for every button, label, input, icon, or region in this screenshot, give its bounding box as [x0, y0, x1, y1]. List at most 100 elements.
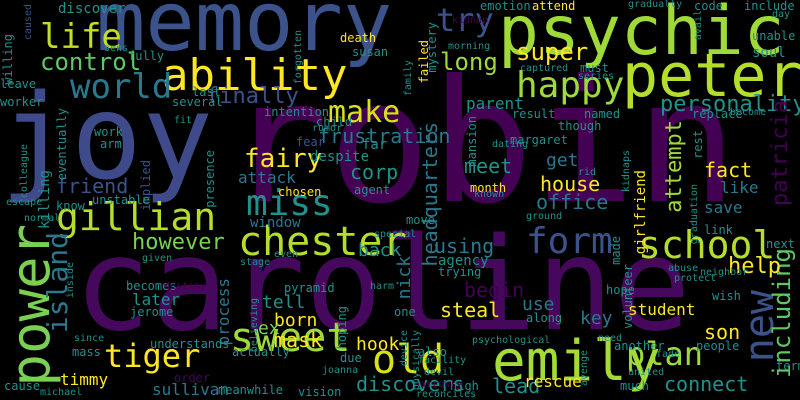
- word-jerome: jerome: [130, 305, 174, 319]
- word-psychic: psychic: [498, 0, 785, 71]
- word-devil: devil: [424, 367, 455, 378]
- word-know: know: [56, 199, 85, 213]
- word-mansion: mansion: [465, 116, 479, 167]
- word-however: however: [132, 230, 225, 255]
- word-timmy: timmy: [60, 370, 109, 389]
- word-far: far: [362, 137, 388, 153]
- word-also: also: [418, 345, 447, 359]
- word-born: born: [274, 310, 318, 331]
- word-fully: fully: [128, 49, 165, 63]
- word-later: later: [132, 290, 181, 309]
- word-control: control: [40, 48, 142, 76]
- word-avenge: avenge: [579, 350, 590, 387]
- word-parent: parent: [466, 94, 524, 113]
- word-fade: fade: [656, 349, 681, 360]
- word-soul: soul: [752, 45, 786, 61]
- word-try: try: [436, 1, 494, 39]
- word-connect: connect: [664, 372, 749, 396]
- word-michael: michael: [40, 387, 83, 398]
- word-using: using: [434, 234, 495, 258]
- word-margaret: margaret: [510, 133, 568, 147]
- word-lead: lead: [492, 374, 541, 398]
- word-ground: ground: [526, 211, 563, 222]
- word-susan: susan: [352, 45, 389, 59]
- word-mask: mask: [274, 328, 323, 352]
- word-rescue: rescue: [524, 372, 582, 391]
- word-made: made: [609, 236, 623, 265]
- word-discover: discover: [58, 1, 126, 17]
- word-emotion: emotion: [480, 0, 531, 13]
- word-inside: inside: [65, 262, 76, 299]
- word-girlfriend: girlfriend: [633, 170, 649, 255]
- word-tiger: tiger: [104, 337, 201, 375]
- word-move: move: [406, 213, 435, 227]
- word-hope: hope: [606, 283, 635, 297]
- word-pyramid: pyramid: [284, 281, 335, 295]
- word-graduation: graduation: [689, 184, 700, 245]
- word-caused: caused: [23, 4, 34, 41]
- word-named: named: [584, 107, 621, 121]
- word-given: given: [142, 253, 173, 264]
- word-cause: cause: [4, 379, 41, 393]
- word-include: include: [744, 0, 795, 13]
- word-personality: personality: [660, 92, 800, 117]
- word-even: even: [274, 249, 299, 260]
- word-one: one: [394, 305, 416, 319]
- word-kidnaps: kidnaps: [621, 150, 632, 193]
- word-plan: plan: [626, 335, 704, 373]
- word-rumor: rumor: [312, 123, 343, 134]
- word-order: order: [174, 371, 211, 385]
- word-memory: memory: [96, 0, 393, 70]
- word-leave: leave: [0, 77, 37, 91]
- word-work: work: [94, 125, 123, 139]
- word-last: last: [192, 85, 221, 99]
- word-normal: normal: [24, 213, 61, 224]
- word-becomes: becomes: [126, 279, 177, 293]
- word-day: day: [772, 9, 791, 20]
- word-understands: understands: [150, 337, 230, 351]
- word-narrowly: narrowly: [414, 379, 463, 390]
- word-united: united: [628, 367, 665, 378]
- word-begin: begin: [464, 278, 525, 302]
- word-unable: unable: [752, 29, 796, 43]
- word-link: link: [704, 223, 733, 237]
- word-meet: meet: [464, 154, 513, 178]
- word-colleague: colleague: [19, 144, 30, 199]
- word-intention: intention: [264, 105, 330, 119]
- word-mass: mass: [72, 345, 101, 359]
- word-arm: arm: [100, 137, 122, 151]
- word-vision: vision: [298, 385, 342, 399]
- word-must: must: [580, 61, 609, 75]
- word-several: several: [172, 95, 223, 109]
- word-forgotten: forgotten: [293, 30, 304, 85]
- word-though: though: [558, 119, 602, 133]
- word-form: form: [526, 221, 613, 262]
- word-nick: nick: [394, 256, 415, 300]
- word-corp: corp: [350, 160, 399, 184]
- word-code: code: [694, 0, 723, 13]
- word-harm: harm: [370, 281, 395, 292]
- word-death: death: [340, 31, 377, 45]
- word-house: house: [540, 172, 601, 196]
- word-hook: hook: [356, 334, 400, 355]
- word-peter: peter: [622, 41, 800, 111]
- word-high: high: [450, 379, 479, 393]
- word-agency: agency: [438, 253, 489, 269]
- word-psychological: psychological: [472, 335, 551, 346]
- word-chosen: chosen: [278, 185, 322, 199]
- word-due: due: [340, 351, 362, 365]
- word-finally: finally: [206, 84, 299, 109]
- word-use: use: [522, 294, 555, 315]
- word-child: child: [316, 115, 353, 129]
- word-term: term: [776, 359, 800, 373]
- word-sweet: sweet: [230, 315, 351, 361]
- word-wish: wish: [712, 289, 741, 303]
- word-rid: rid: [578, 167, 597, 178]
- word-agent: agent: [354, 183, 391, 197]
- word-emily: emily: [492, 329, 661, 394]
- word-tell: tell: [262, 292, 306, 313]
- word-unstable: unstable: [92, 193, 150, 207]
- word-gradually: gradually: [628, 0, 683, 10]
- word-sens: sens: [104, 43, 129, 54]
- word-long: long: [440, 48, 498, 76]
